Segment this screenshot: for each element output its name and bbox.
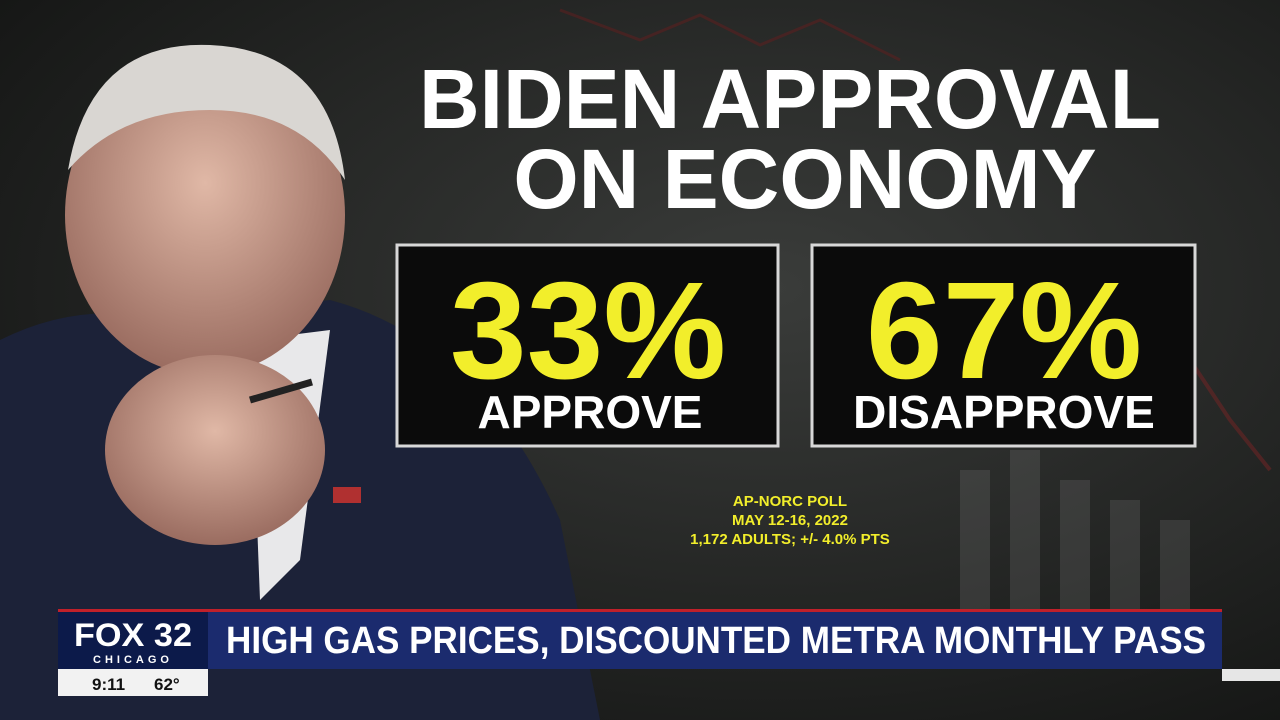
banner-strip — [1222, 669, 1280, 681]
head — [65, 55, 345, 375]
flag-pin — [333, 487, 361, 503]
stat-label: APPROVE — [478, 386, 703, 438]
background-bar — [1010, 450, 1040, 620]
stat-box — [395, 243, 780, 448]
source-line: MAY 12-16, 2022 — [732, 512, 848, 529]
stat-value: 33% — [450, 254, 726, 408]
headline-bar — [208, 612, 1222, 669]
station-logo — [58, 612, 208, 669]
source-line: AP-NORC POLL — [733, 493, 847, 510]
stat-value: 67% — [866, 254, 1142, 408]
temperature: 62° — [154, 675, 180, 694]
hands — [105, 355, 325, 545]
station-name: FOX 32 — [74, 617, 192, 653]
headline: HIGH GAS PRICES, DISCOUNTED METRA MONTHL… — [226, 620, 1206, 662]
background-bar — [1110, 500, 1140, 620]
stat-box — [810, 243, 1197, 448]
pen — [249, 378, 313, 404]
time-bar — [58, 669, 208, 696]
background-bar — [1160, 520, 1190, 620]
title-line: ON ECONOMY — [513, 132, 1096, 226]
source-line: 1,172 ADULTS; +/- 4.0% PTS — [690, 531, 890, 548]
background-line — [559, 8, 901, 62]
banner-rule — [58, 609, 1222, 612]
hair — [68, 44, 345, 180]
title-line: BIDEN APPROVAL — [419, 52, 1161, 146]
background-bar — [960, 470, 990, 620]
time: 9:11 — [92, 675, 125, 694]
stat-label: DISAPPROVE — [853, 386, 1155, 438]
background-bars — [960, 450, 1190, 620]
station-city: CHICAGO — [93, 654, 173, 666]
background-bar — [1060, 480, 1090, 620]
